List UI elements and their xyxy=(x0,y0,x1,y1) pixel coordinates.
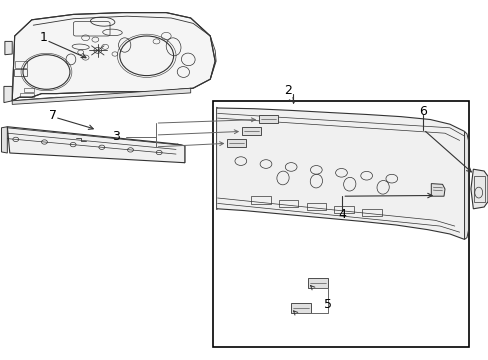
Text: 6: 6 xyxy=(419,105,427,118)
Polygon shape xyxy=(464,131,468,239)
Polygon shape xyxy=(217,108,464,239)
Bar xyxy=(20,93,34,97)
Bar xyxy=(362,209,381,216)
Text: 1: 1 xyxy=(40,31,48,44)
Polygon shape xyxy=(176,144,184,163)
Bar xyxy=(15,61,27,68)
Bar xyxy=(307,278,327,288)
Bar xyxy=(212,101,468,347)
Polygon shape xyxy=(7,127,184,163)
Text: 5: 5 xyxy=(323,298,331,311)
Bar xyxy=(250,197,270,204)
Polygon shape xyxy=(12,88,190,104)
Bar xyxy=(306,203,325,210)
Polygon shape xyxy=(4,86,12,103)
Bar xyxy=(227,139,245,147)
Text: 4: 4 xyxy=(338,208,346,221)
Text: 3: 3 xyxy=(112,130,120,143)
Bar xyxy=(259,115,277,123)
Polygon shape xyxy=(470,169,487,209)
Polygon shape xyxy=(430,184,444,196)
Bar xyxy=(14,69,27,76)
Bar xyxy=(473,176,484,202)
Bar xyxy=(290,303,310,313)
Polygon shape xyxy=(12,13,215,101)
Bar xyxy=(278,199,298,207)
Bar xyxy=(334,206,353,213)
Polygon shape xyxy=(5,41,12,55)
Text: 7: 7 xyxy=(49,109,57,122)
Text: 2: 2 xyxy=(284,84,292,97)
Bar xyxy=(24,88,34,92)
Polygon shape xyxy=(1,127,7,153)
Bar xyxy=(242,127,260,135)
